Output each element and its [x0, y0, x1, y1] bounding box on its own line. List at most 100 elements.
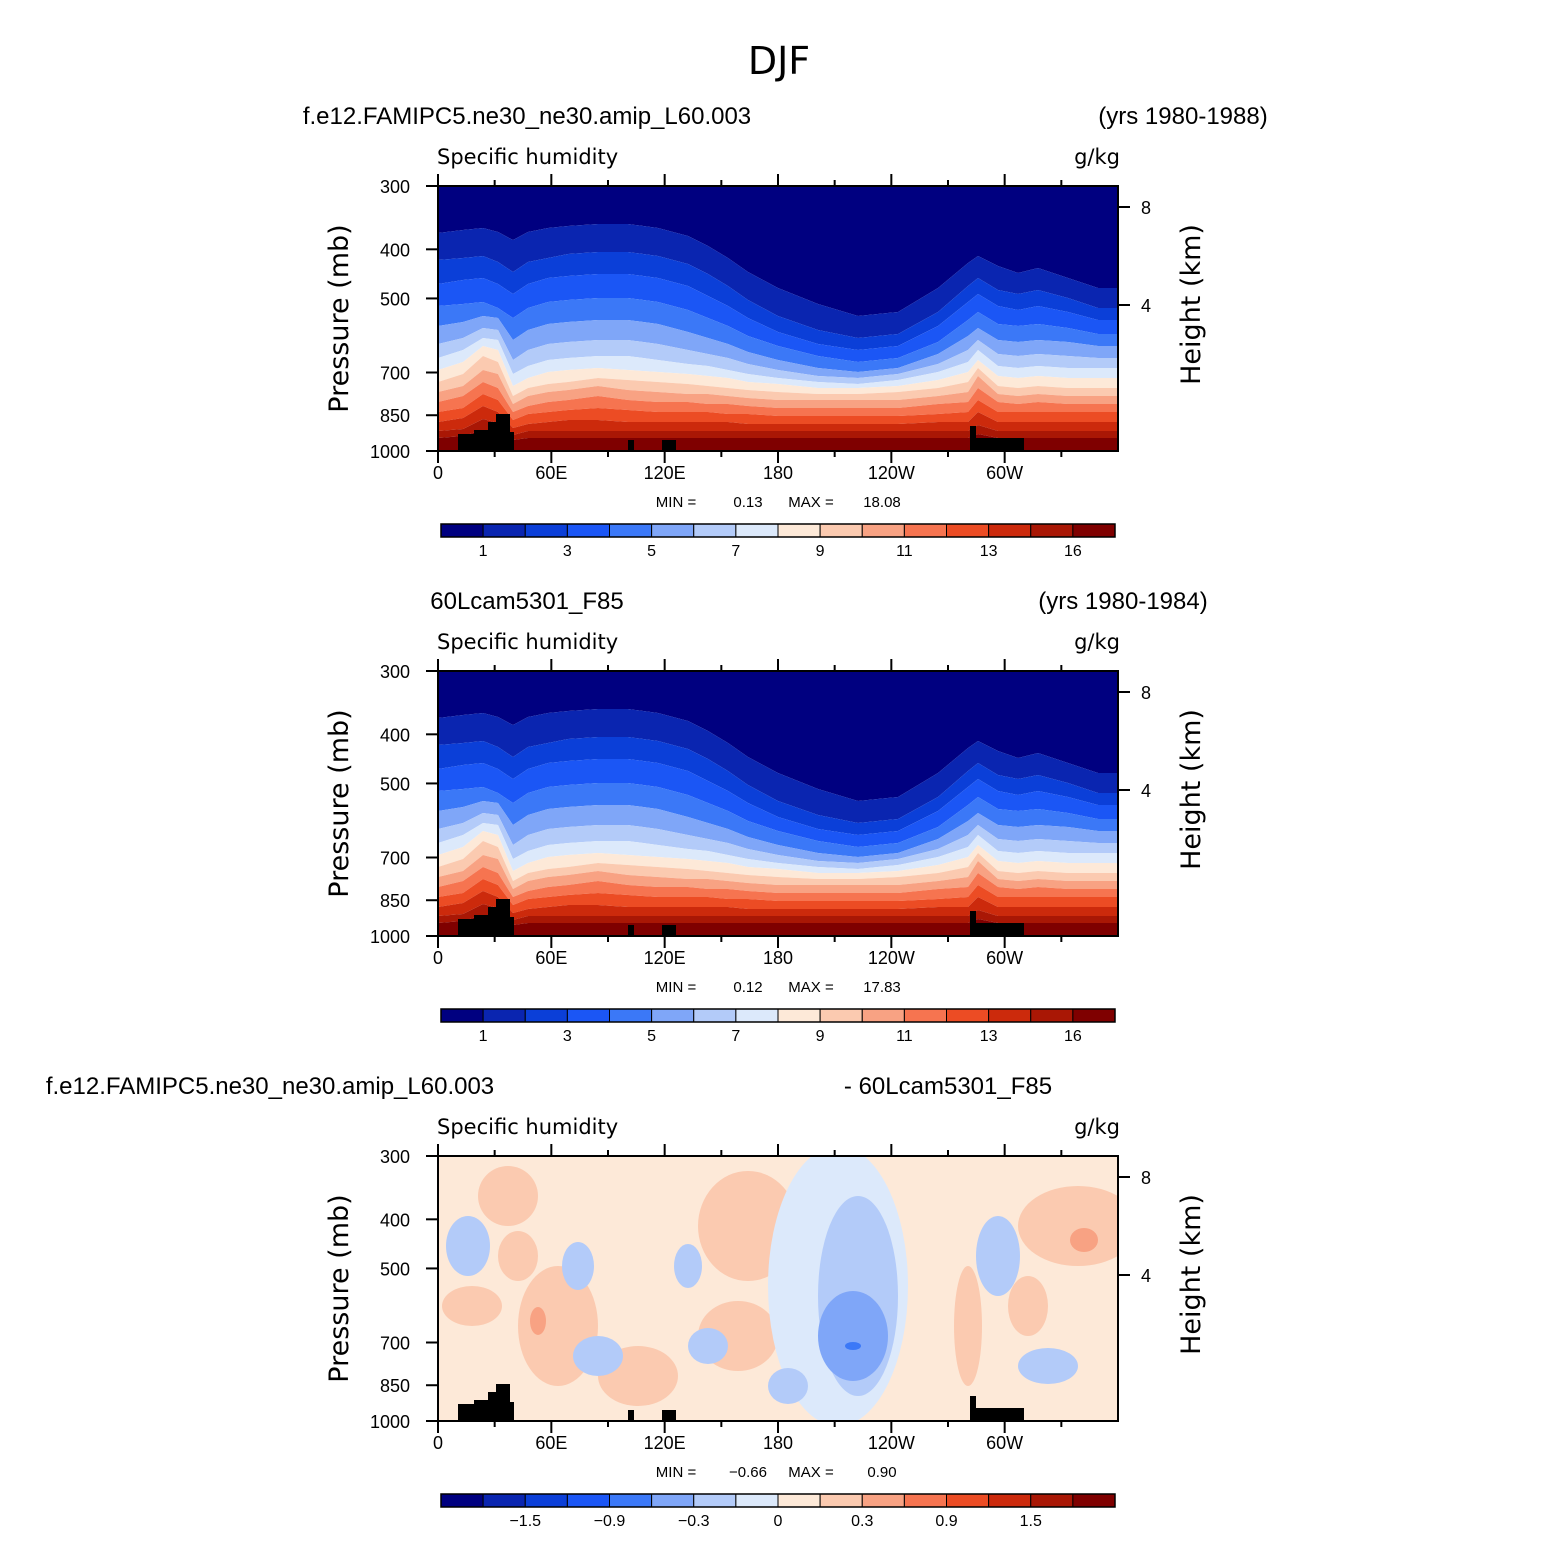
contour-band: [438, 370, 1118, 412]
contour-band: [1018, 1186, 1118, 1266]
contour-band: [438, 759, 1118, 847]
contour-band: [438, 394, 1118, 428]
colorbar-swatch: [651, 1493, 695, 1508]
terrain-mask: [976, 923, 1024, 936]
contour-band: [1018, 1348, 1078, 1384]
y-tick-label: 700: [380, 363, 410, 383]
contour-band: [438, 801, 1118, 863]
terrain-mask: [662, 1410, 676, 1421]
contour-band: [438, 813, 1118, 869]
terrain-mask: [504, 1402, 514, 1421]
colorbar-swatch: [988, 1493, 1032, 1508]
colorbar-label: 13: [980, 543, 998, 560]
terrain-mask: [628, 1410, 634, 1421]
max-value: 0.90: [867, 1464, 896, 1481]
contour-band: [573, 1336, 623, 1376]
colorbar-label: 11: [896, 1028, 913, 1045]
x-tick-label: 0: [433, 1433, 443, 1453]
x-tick-label: 60W: [986, 463, 1023, 483]
terrain-mask: [504, 917, 514, 936]
contour-band: [498, 1231, 538, 1281]
colorbar-label: 16: [1064, 1028, 1082, 1045]
x-tick-label: 60E: [535, 948, 567, 968]
terrain-mask: [662, 925, 676, 936]
colorbar-frame: [440, 523, 1116, 538]
colorbar-swatch: [693, 1493, 737, 1508]
y-tick-label: 700: [380, 848, 410, 868]
x-tick-label: 180: [763, 1433, 793, 1453]
y-tick-label: 1000: [370, 1412, 410, 1432]
y2-axis-label: Height (km): [1176, 224, 1207, 385]
colorbar-swatch: [566, 1493, 610, 1508]
colorbar-label: −0.3: [678, 1513, 710, 1530]
y2-tick-label: 8: [1141, 198, 1151, 218]
colorbar-swatch: [524, 523, 568, 538]
contour-band: [438, 419, 1118, 440]
contour-band: [976, 1216, 1020, 1296]
y-tick-label: 400: [380, 240, 410, 260]
contour-band: [438, 671, 1118, 801]
terrain-mask: [458, 434, 474, 451]
case-name-right: - 60Lcam5301_F85: [844, 1073, 1052, 1100]
colorbar-label: 9: [816, 1028, 825, 1045]
colorbar-swatch: [609, 523, 653, 538]
case-name-left: f.e12.FAMIPC5.ne30_ne30.amip_L60.003: [46, 1073, 494, 1100]
colorbar-swatch: [946, 1493, 990, 1508]
colorbar-label: −0.9: [594, 1513, 626, 1530]
y-tick-label: 500: [380, 774, 410, 794]
colorbar-swatch: [1072, 523, 1116, 538]
colorbar-swatch: [440, 1008, 484, 1023]
colorbar-swatch: [440, 1493, 484, 1508]
contour-band: [438, 346, 1118, 396]
contour-band: [438, 737, 1118, 835]
colorbar-swatch: [693, 1008, 737, 1023]
y-tick-label: 300: [380, 662, 410, 682]
y-tick-label: 1000: [370, 927, 410, 947]
y-axis-label: Pressure (mb): [324, 1194, 355, 1382]
contour-band: [438, 823, 1118, 873]
terrain-mask: [628, 925, 634, 936]
contour-band: [818, 1291, 888, 1381]
contour-band: [1008, 1276, 1048, 1336]
x-tick-label: 120W: [868, 948, 915, 968]
contour-band: [438, 891, 1118, 920]
colorbar-label: 1: [479, 543, 488, 560]
colorbar: 1 3 5 7 9 11 13 16: [440, 523, 1116, 560]
figure-title: DJF: [748, 39, 810, 83]
colorbar-swatch: [777, 523, 821, 538]
panel-1: f.e12.FAMIPC5.ne30_ne30.amip_L60.003 (yrs…: [303, 103, 1268, 560]
contour-band: [438, 709, 1118, 823]
colorbar-swatch: [861, 1008, 905, 1023]
contour-band: [438, 224, 1118, 338]
terrain-mask: [474, 915, 488, 936]
y-axis-label: Pressure (mb): [324, 709, 355, 897]
colorbar-swatch: [482, 1008, 526, 1023]
colorbar-label: 1: [479, 1028, 488, 1045]
contour-band: [438, 338, 1118, 388]
colorbar-swatch: [819, 1493, 863, 1508]
y-tick-label: 1000: [370, 442, 410, 462]
colorbar-swatch: [946, 1008, 990, 1023]
min-label: MIN =: [656, 979, 697, 996]
y-tick-label: 300: [380, 177, 410, 197]
terrain-mask: [970, 1396, 976, 1421]
terrain-mask: [976, 1408, 1024, 1421]
contour-band: [442, 1286, 502, 1326]
colorbar-swatch: [777, 1493, 821, 1508]
case-name-left: 60Lcam5301_F85: [430, 588, 623, 615]
colorbar-swatch: [819, 523, 863, 538]
terrain-mask: [976, 438, 1024, 451]
colorbar-label: 1.5: [1020, 1513, 1042, 1530]
colorbar-swatch: [1030, 1008, 1074, 1023]
x-tick-label: 120W: [868, 1433, 915, 1453]
y-axis-label: Pressure (mb): [324, 224, 355, 412]
colorbar-swatch: [1030, 1493, 1074, 1508]
contour-band: [438, 382, 1118, 420]
contour-band: [954, 1266, 982, 1386]
terrain-mask: [474, 1400, 488, 1421]
x-tick-label: 120E: [644, 1433, 686, 1453]
max-label: MAX =: [788, 1464, 834, 1481]
colorbar-label: 0.3: [851, 1513, 873, 1530]
y-tick-label: 400: [380, 725, 410, 745]
colorbar-label: 13: [980, 1028, 998, 1045]
